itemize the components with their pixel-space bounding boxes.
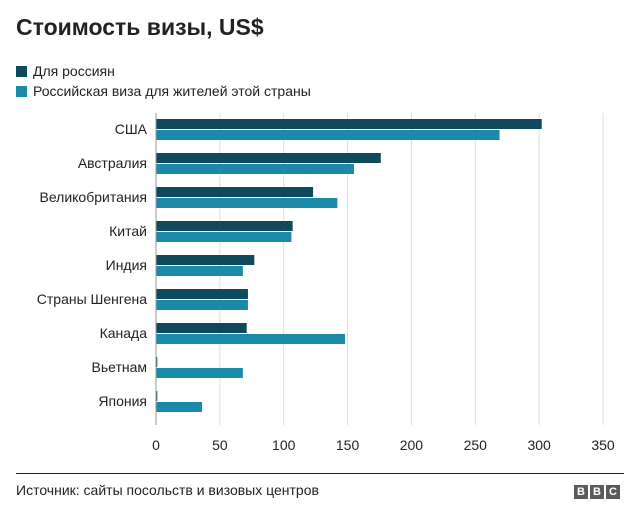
bbc-logo-letter: B [574,485,588,499]
bbc-logo-letter: B [590,485,604,499]
x-tick-label: 150 [336,437,360,453]
bar-russians [156,187,314,197]
bar-residents [156,300,248,310]
legend-item-russians: Для россиян [16,62,311,80]
x-tick-label: 300 [527,437,551,453]
category-label: Страны Шенгена [37,291,147,307]
category-label: США [115,121,148,137]
category-label: Индия [106,257,147,273]
x-tick-label: 50 [212,437,228,453]
category-label: Канада [100,325,148,341]
x-tick-label: 200 [400,437,424,453]
x-tick-label: 250 [464,437,488,453]
bar-residents [156,402,202,412]
footer-divider [16,473,624,474]
bar-residents [156,334,346,344]
bar-residents [156,164,354,174]
bar-residents [156,266,243,276]
category-label: Австралия [78,155,147,171]
bar-residents [156,368,243,378]
bar-russians [156,391,158,401]
legend-swatch-residents [16,85,27,97]
bar-residents [156,232,292,242]
bar-residents [156,198,338,208]
category-label: Китай [109,223,147,239]
bar-russians [156,357,158,367]
legend-label-residents: Российская виза для жителей этой страны [33,83,311,99]
x-tick-label: 0 [152,437,160,453]
bar-russians [156,153,381,163]
x-tick-label: 350 [591,437,615,453]
source-note: Источник: сайты посольств и визовых цент… [16,482,319,498]
legend: Для россиян Российская виза для жителей … [16,62,311,102]
legend-label-russians: Для россиян [33,63,115,79]
chart-title: Стоимость визы, US$ [16,14,264,40]
category-label: Япония [98,393,147,409]
bar-residents [156,130,500,140]
x-tick-label: 100 [272,437,296,453]
bar-chart: 0 50 100 150 200 250 300 350 США Австралия Великоб… [37,113,615,453]
category-label: Вьетнам [91,359,147,375]
bar-russians [156,221,293,231]
bar-russians [156,323,247,333]
bbc-logo-letter: C [606,485,620,499]
legend-swatch-russians [16,65,27,77]
bar-russians [156,255,255,265]
bar-russians [156,289,248,299]
bbc-logo: B B C [574,485,620,499]
category-label: Великобритания [39,189,147,205]
bar-russians [156,119,542,129]
legend-item-residents: Российская виза для жителей этой страны [16,82,311,100]
